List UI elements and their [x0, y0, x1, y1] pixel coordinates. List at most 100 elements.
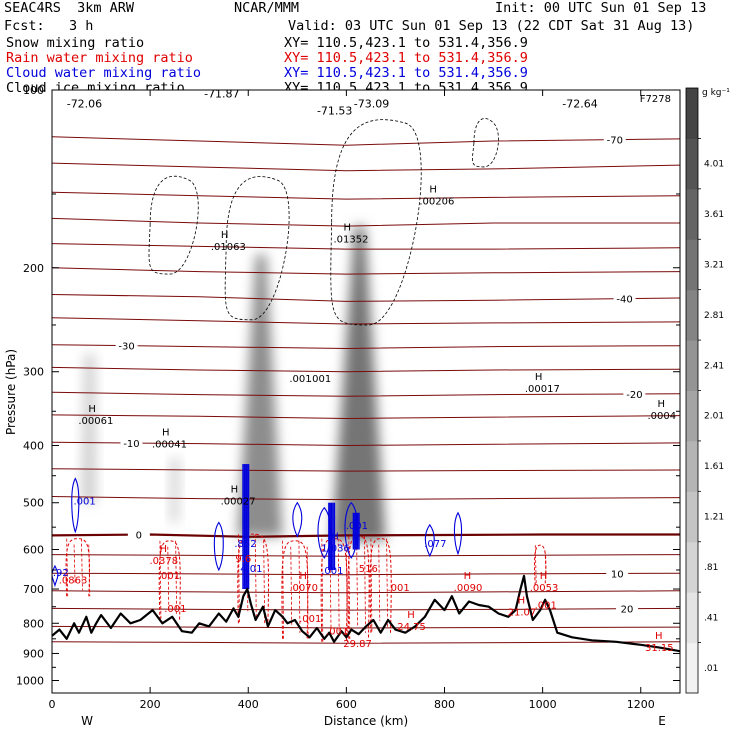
isotherm-label: 0	[136, 531, 142, 542]
colorbar-segment	[686, 390, 698, 442]
extremum-value: .001	[309, 374, 331, 385]
rain-contour-line	[378, 544, 381, 621]
extremum-value: 29.87	[343, 639, 372, 650]
rain-contour-line	[290, 546, 293, 627]
cloud-ice-contour	[148, 175, 199, 275]
extremum-value: .0090	[454, 583, 483, 594]
extremum-value: .852	[234, 539, 256, 550]
extremum-value: .001	[289, 374, 311, 385]
isotherm-line	[52, 243, 680, 250]
extremum-value: .001	[346, 521, 368, 532]
top-temperature-label: -71.87	[204, 88, 239, 101]
rain-contour-line	[159, 540, 162, 621]
colorbar-segment	[686, 188, 698, 240]
rain-contour-line	[298, 540, 301, 633]
extremum-value: 31.15	[645, 643, 674, 654]
colorbar-tick-label: 2.01	[704, 412, 724, 422]
isotherm-line	[52, 641, 680, 644]
top-temperature-label: -72.06	[67, 97, 102, 110]
rain-contour	[281, 540, 309, 639]
isotherm-line	[52, 136, 680, 146]
valid-time: Valid: 03 UTC Sun 01 Sep 13 (22 CDT Sat …	[288, 18, 695, 34]
x-tick-label: 1000	[529, 698, 557, 711]
rain-contour-line	[81, 538, 83, 591]
x-axis-label: Distance (km)	[324, 714, 408, 728]
extremum-value: .001	[299, 614, 321, 625]
extremum-value: .00061	[78, 416, 113, 427]
isotherm-line	[52, 414, 680, 420]
extremum-marker: H	[535, 372, 543, 383]
colorbar-segment	[686, 88, 698, 139]
y-tick-label: 1000	[16, 674, 44, 687]
cloud-ice-contour	[472, 118, 499, 168]
cloud-water-contour	[213, 521, 224, 572]
rain-contour-line	[356, 542, 359, 627]
y-tick-label: 700	[23, 583, 44, 596]
colorbar-segment	[686, 138, 698, 190]
legend-rain-label: Rain water mixing ratio	[6, 50, 193, 66]
isotherm-label-bg	[613, 292, 636, 305]
extremum-marker: H	[231, 485, 239, 496]
center-label: NCAR/MMM	[234, 0, 300, 16]
colorbar-segment	[686, 642, 698, 694]
colorbar-segment	[686, 541, 698, 593]
terrain-profile	[52, 574, 680, 653]
rain-contour-line	[534, 545, 537, 586]
isotherm-label: -10	[123, 439, 139, 450]
y-axis-label: Pressure (hPa)	[4, 349, 18, 435]
colorbar-tick-label: 4.01	[704, 160, 724, 170]
init-time: Init: 00 UTC Sun 01 Sep 13	[495, 0, 707, 16]
extremum-marker: H	[343, 223, 351, 234]
colorbar-tick-label: 2.81	[704, 311, 724, 321]
isotherm-label-bg	[603, 133, 626, 146]
isotherm-label: -70	[607, 136, 623, 147]
colorbar-segment	[686, 592, 698, 644]
extremum-value: .0004	[647, 411, 676, 422]
isotherm-label-bg	[623, 388, 646, 401]
isotherm-line	[52, 317, 680, 325]
snow-plume	[81, 354, 97, 503]
isotherm-label: -20	[626, 390, 642, 401]
colorbar-segment	[686, 491, 698, 543]
colorbar-tick-label: .41	[704, 613, 718, 623]
extremum-value: .001	[387, 583, 409, 594]
isotherm-line	[52, 590, 680, 594]
top-temperature-label: -72.64	[562, 97, 597, 110]
extremum-value: .001	[164, 604, 186, 615]
isotherm-label-bg	[127, 528, 150, 541]
extremum-value: .00027	[221, 497, 256, 508]
colorbar: .01 .41 .81 1.21 1.61 2.01 2.41 2.81 3.21 3.61 4.0…	[685, 87, 730, 694]
colorbar-tick-label: 3.21	[704, 260, 724, 270]
rain-contour-line	[337, 538, 340, 636]
colorbar-segment	[686, 340, 698, 391]
axes: 0 200 400 600 800 1000 12001002003004005006007…	[4, 84, 680, 728]
legend-rain-xy: XY= 110.5,423.1 to 531.4,356.9	[284, 50, 528, 66]
extremum-value: .01063	[211, 242, 246, 253]
isotherm-label: -30	[118, 342, 134, 353]
isotherm-label-bg	[606, 567, 629, 580]
extremum-value: .001	[321, 566, 343, 577]
extremum-marker: H	[429, 184, 437, 195]
legend-snow-xy: XY= 110.5,423.1 to 531.4,356.9	[284, 35, 528, 51]
x-tick-label: 200	[140, 698, 161, 711]
extremum-value: .0053	[530, 583, 559, 594]
extremum-marker: H	[407, 610, 415, 621]
isotherm-line	[52, 607, 680, 611]
colorbar-tick-label: .01	[704, 664, 718, 674]
extremum-marker: H	[518, 595, 526, 606]
isotherm-line	[52, 344, 680, 350]
rain-contour-line	[254, 534, 257, 618]
cloud-water-contour	[71, 477, 80, 534]
isotherm-line	[52, 441, 680, 447]
east-label: E	[658, 714, 666, 728]
contour-labels: -70-40-30-20-1001020-72.06-71.87-71.53-7…	[53, 88, 676, 655]
west-label: W	[81, 714, 93, 728]
isotherm-line	[52, 625, 680, 629]
extremum-value: .0070	[289, 583, 318, 594]
extremum-value: .01352	[333, 235, 368, 246]
isotherm-line	[52, 366, 680, 373]
extremum-marker: H	[657, 399, 665, 410]
extremum-marker: H	[221, 230, 229, 241]
snow-plume	[169, 458, 181, 523]
